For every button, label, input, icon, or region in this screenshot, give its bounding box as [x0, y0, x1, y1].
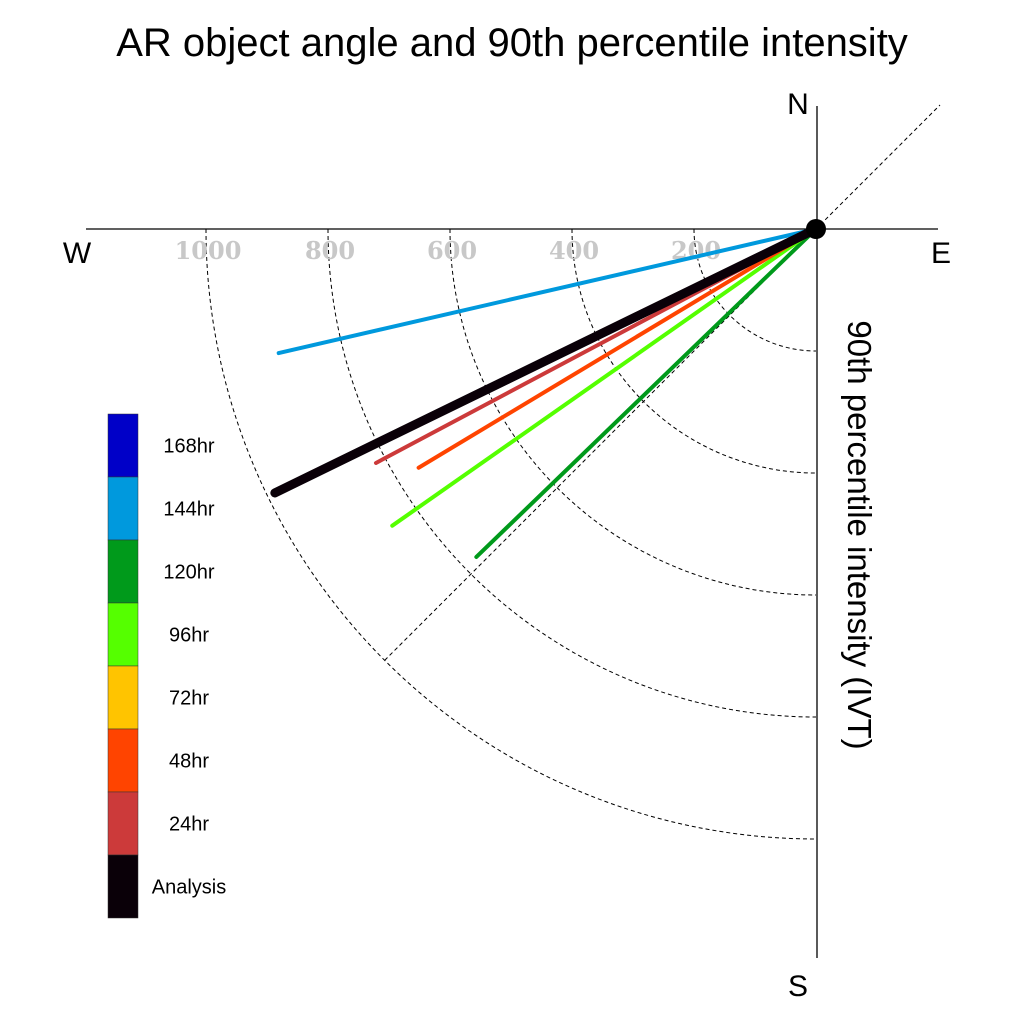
series-lines	[270, 224, 821, 559]
legend-label: 96hr	[169, 625, 209, 647]
grid-arc-3	[449, 228, 817, 596]
origin-marker	[806, 219, 826, 239]
legend-swatch-analysis	[107, 854, 139, 919]
legend-label: 48hr	[169, 751, 209, 773]
legend-swatch-96hr	[107, 602, 139, 667]
compass-east: E	[931, 237, 951, 270]
compass-west: W	[63, 237, 92, 270]
legend-swatch-72hr	[107, 665, 139, 730]
y-axis-label: 90th percentile intensity (IVT)	[841, 320, 878, 749]
radial-tick-label: 800	[305, 236, 355, 265]
series-line-144hr	[276, 227, 818, 356]
legend-label: 144hr	[163, 499, 214, 521]
compass-north: N	[787, 88, 809, 121]
legend-swatch-144hr	[107, 476, 139, 541]
legend-label: 72hr	[169, 688, 209, 710]
legend-label: 24hr	[169, 814, 209, 836]
legend-swatch-48hr	[107, 728, 139, 793]
chart-title: AR object angle and 90th percentile inte…	[116, 21, 908, 65]
series-line-analysis	[270, 224, 821, 498]
legend-swatch-120hr	[107, 539, 139, 604]
compass-south: S	[788, 970, 808, 1003]
chart-grid	[205, 104, 941, 840]
grid-arc-4	[327, 228, 817, 718]
legend-swatch-24hr	[107, 791, 139, 856]
legend-swatch-168hr	[107, 413, 139, 478]
series-line-48hr	[416, 227, 818, 470]
radial-tick-label: 400	[549, 236, 599, 265]
radial-tick-label: 600	[427, 236, 477, 265]
legend-label: 168hr	[163, 436, 214, 458]
legend: 168hr 144hr 120hr 96hr 72hr 48hr 24hr Analysis	[107, 413, 226, 919]
series-line-96hr	[390, 227, 818, 528]
series-line-120hr	[474, 227, 818, 559]
grid-diagonal	[384, 104, 941, 661]
legend-label: 120hr	[163, 562, 214, 584]
radial-tick-label: 1000	[175, 236, 242, 265]
legend-label: Analysis	[152, 877, 226, 899]
chart-axes	[86, 106, 938, 958]
